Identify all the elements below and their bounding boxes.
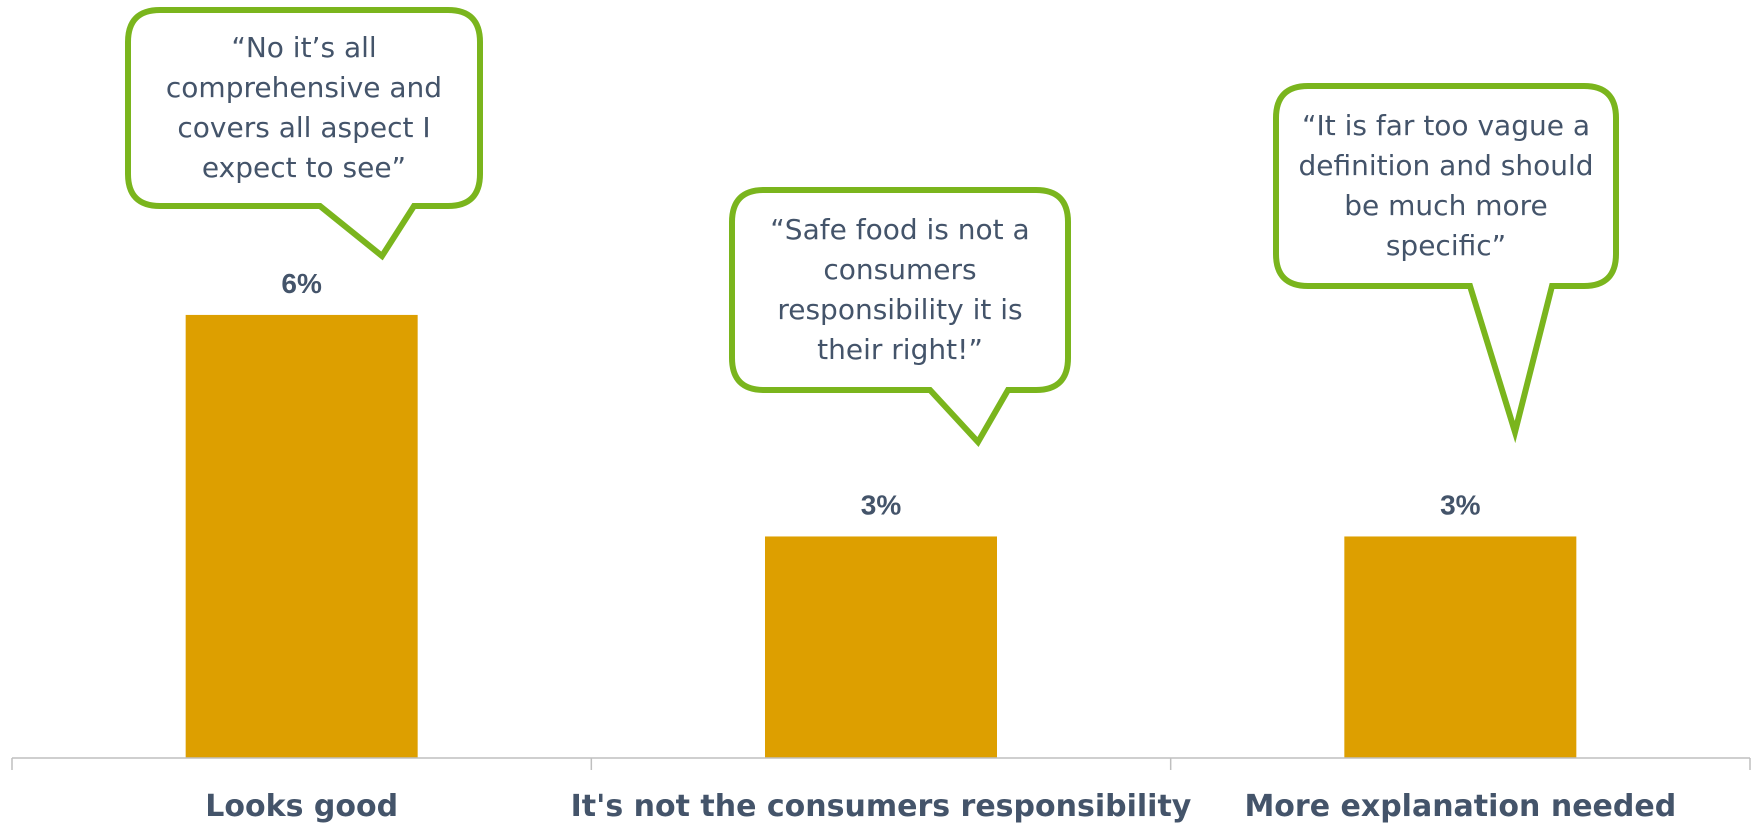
callout-text-more-explanation: “It is far too vague a definition and sh…: [1298, 109, 1594, 262]
callout-looks-good-bubble: [125, 7, 483, 261]
value-label-more-explanation-needed: 3%: [1440, 489, 1481, 520]
value-label-looks-good: 6%: [281, 268, 322, 299]
category-label-looks-good: Looks good: [205, 789, 398, 824]
bar-looks-good: [185, 314, 418, 758]
callout-text-not-consumers-responsibility: “Safe food is not a consumers responsibi…: [770, 213, 1030, 366]
x-axis: [11, 757, 1751, 770]
value-label-it-s-not-the-consumers-responsibility: 3%: [861, 489, 902, 520]
category-label-it-s-not-the-consumers-responsibility: It's not the consumers responsibility: [571, 789, 1192, 824]
bar-it-s-not-the-consumers-responsibility: [765, 536, 997, 758]
callout-more-explanation-bubble: [1273, 83, 1619, 444]
value-labels: 6% 3% 3%: [281, 268, 1480, 521]
bar-more-explanation-needed: [1344, 536, 1577, 758]
category-label-more-explanation-needed: More explanation needed: [1244, 789, 1676, 824]
callout-not-consumers-responsibility-bubble: [729, 187, 1071, 448]
category-labels: Looks good It's not the consumers respons…: [205, 789, 1676, 824]
callout-text-looks-good: “No it’s all comprehensive and covers al…: [165, 31, 443, 184]
callout-shapes: [125, 7, 1619, 448]
bars: [185, 314, 1577, 758]
